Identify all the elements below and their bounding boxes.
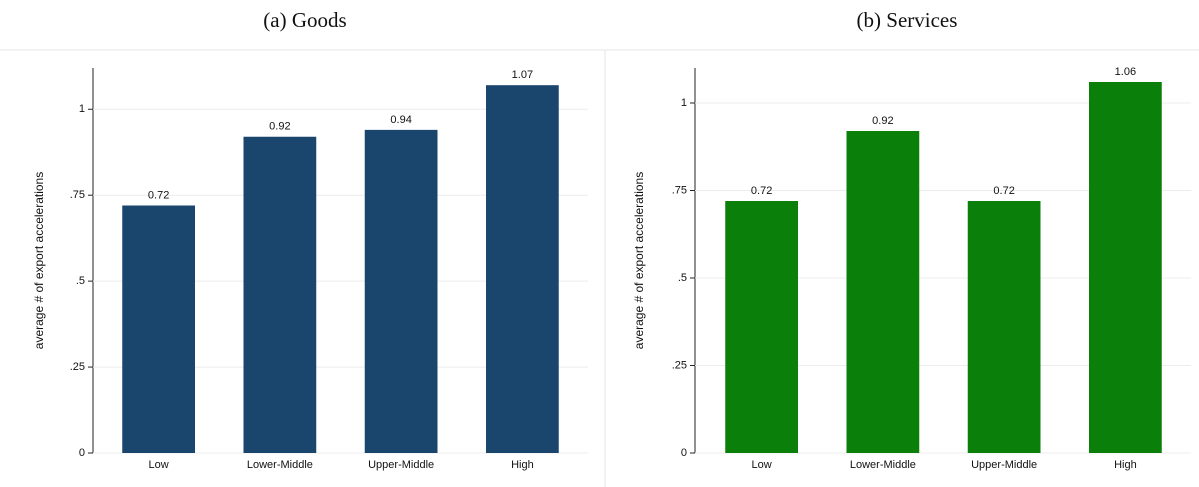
bar: [846, 131, 920, 453]
x-tick-label: Upper-Middle: [971, 459, 1037, 471]
y-tick-label: 1: [79, 103, 85, 115]
chart-title: (b) Services: [857, 8, 958, 32]
bar: [1089, 82, 1162, 453]
x-tick-label: Low: [149, 459, 169, 471]
y-tick-label: 1: [681, 97, 687, 109]
chart-title: (a) Goods: [263, 8, 346, 32]
y-tick-label: .75: [672, 184, 687, 196]
x-tick-label: Lower-Middle: [850, 459, 916, 471]
y-tick-label: .25: [70, 361, 85, 373]
x-tick-label: Upper-Middle: [368, 459, 434, 471]
y-tick-label: .75: [70, 189, 85, 201]
value-label: 1.06: [1115, 66, 1136, 78]
y-axis-title: average # of export accelerations: [632, 172, 646, 349]
x-tick-label: Low: [752, 459, 772, 471]
bar: [122, 205, 195, 453]
x-tick-label: Lower-Middle: [247, 459, 313, 471]
bar: [364, 129, 438, 453]
bar: [486, 85, 559, 453]
value-label: 0.72: [993, 185, 1014, 197]
y-tick-label: 0: [681, 447, 687, 459]
x-tick-label: High: [1114, 459, 1137, 471]
value-label: 0.72: [751, 185, 772, 197]
value-label: 0.92: [269, 121, 290, 133]
y-tick-label: .25: [672, 359, 687, 371]
value-label: 0.92: [872, 115, 893, 127]
value-label: 0.72: [148, 189, 169, 201]
value-label: 0.94: [390, 114, 411, 126]
y-axis-title: average # of export accelerations: [32, 172, 46, 349]
y-tick-label: .5: [678, 272, 687, 284]
y-tick-label: .5: [76, 275, 85, 287]
y-tick-label: 0: [79, 447, 85, 459]
bar: [243, 136, 317, 453]
bar: [967, 201, 1041, 453]
x-tick-label: High: [511, 459, 534, 471]
bar: [725, 201, 798, 453]
value-label: 1.07: [512, 69, 533, 81]
